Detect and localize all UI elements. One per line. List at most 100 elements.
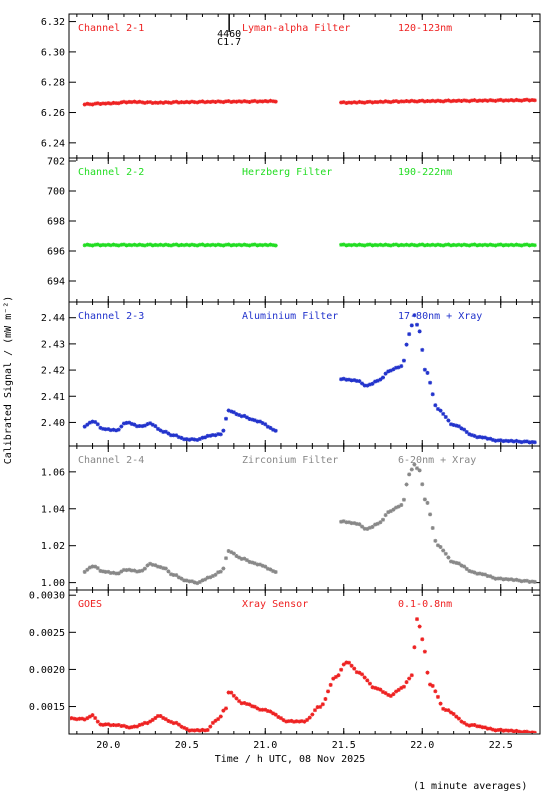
data-point bbox=[433, 243, 438, 248]
data-point bbox=[163, 242, 168, 247]
data-point bbox=[195, 437, 200, 442]
data-point bbox=[263, 422, 268, 427]
data-point bbox=[349, 243, 354, 248]
data-point bbox=[386, 692, 391, 697]
data-point bbox=[244, 99, 249, 104]
data-point bbox=[265, 99, 270, 104]
data-point bbox=[169, 719, 174, 724]
data-point bbox=[433, 689, 438, 694]
data-point bbox=[224, 99, 228, 104]
data-point bbox=[360, 672, 365, 677]
data-point bbox=[82, 102, 87, 107]
data-point bbox=[490, 98, 495, 103]
y-tick-label: 2.42 bbox=[41, 366, 65, 377]
data-point bbox=[124, 568, 129, 573]
data-point bbox=[509, 728, 514, 733]
data-point bbox=[216, 570, 221, 575]
y-tick-label: 702 bbox=[47, 157, 65, 168]
data-point bbox=[430, 98, 435, 103]
data-point bbox=[312, 708, 317, 713]
data-point bbox=[260, 243, 265, 248]
data-point bbox=[412, 645, 417, 650]
data-point bbox=[163, 717, 168, 722]
y-tick-label: 6.26 bbox=[41, 108, 65, 119]
data-point bbox=[530, 579, 535, 584]
data-point bbox=[216, 99, 221, 104]
data-point bbox=[501, 98, 506, 103]
data-point bbox=[383, 242, 388, 247]
data-point bbox=[216, 432, 221, 437]
data-point bbox=[161, 716, 166, 721]
data-point bbox=[472, 722, 477, 727]
data-point bbox=[524, 578, 529, 583]
data-point bbox=[462, 564, 467, 569]
data-point bbox=[378, 377, 383, 382]
data-point bbox=[184, 437, 189, 442]
data-point bbox=[396, 504, 401, 509]
data-point bbox=[438, 99, 443, 104]
data-point bbox=[189, 99, 194, 104]
data-point bbox=[391, 692, 396, 697]
data-point bbox=[137, 569, 142, 574]
data-point bbox=[176, 100, 181, 105]
data-point bbox=[459, 426, 464, 431]
data-point bbox=[517, 729, 522, 733]
data-point bbox=[425, 98, 430, 103]
data-point bbox=[182, 100, 187, 105]
data-point bbox=[493, 98, 498, 103]
data-point bbox=[449, 243, 454, 248]
data-point bbox=[205, 433, 210, 438]
data-point bbox=[189, 579, 194, 584]
data-point bbox=[132, 724, 137, 729]
data-point bbox=[216, 717, 221, 722]
data-point bbox=[362, 100, 367, 105]
flare-class: C1.7 bbox=[217, 37, 241, 48]
data-point bbox=[456, 424, 461, 429]
filter-label: Zirconium Filter bbox=[242, 455, 338, 466]
y-axis-label: Calibrated Signal / (mW m⁻²) bbox=[3, 296, 14, 465]
y-tick-label: 1.02 bbox=[41, 541, 65, 552]
data-point bbox=[362, 383, 367, 388]
data-point bbox=[179, 724, 184, 729]
data-point bbox=[127, 420, 132, 425]
data-point bbox=[344, 377, 349, 382]
data-point bbox=[116, 722, 121, 727]
data-point bbox=[354, 670, 359, 675]
data-point bbox=[433, 403, 438, 408]
data-point bbox=[496, 727, 501, 732]
data-point bbox=[239, 556, 244, 561]
data-point bbox=[375, 686, 380, 691]
data-point bbox=[135, 243, 140, 248]
data-point bbox=[391, 507, 396, 512]
data-point bbox=[255, 706, 260, 711]
data-point bbox=[140, 722, 145, 727]
y-tick-label: 0.0025 bbox=[29, 628, 65, 639]
data-point bbox=[161, 100, 166, 105]
data-point bbox=[378, 99, 383, 104]
data-point bbox=[82, 243, 87, 248]
data-point bbox=[480, 572, 485, 577]
data-point bbox=[179, 435, 184, 440]
data-point bbox=[103, 243, 108, 248]
data-point bbox=[258, 99, 263, 104]
data-point bbox=[171, 572, 176, 577]
data-point bbox=[514, 242, 519, 247]
data-point bbox=[446, 242, 451, 247]
data-point bbox=[501, 577, 506, 582]
data-point bbox=[111, 242, 116, 247]
data-point bbox=[119, 242, 124, 247]
data-point bbox=[273, 712, 278, 717]
data-point bbox=[145, 242, 150, 247]
data-point bbox=[263, 242, 268, 247]
data-point bbox=[197, 242, 202, 247]
data-point bbox=[404, 342, 409, 347]
data-point bbox=[166, 569, 171, 574]
data-point bbox=[524, 97, 529, 102]
data-point bbox=[271, 569, 276, 574]
data-point bbox=[108, 428, 113, 433]
data-point bbox=[258, 242, 263, 247]
data-point bbox=[386, 243, 391, 248]
data-point bbox=[404, 242, 409, 247]
data-point bbox=[467, 723, 472, 728]
